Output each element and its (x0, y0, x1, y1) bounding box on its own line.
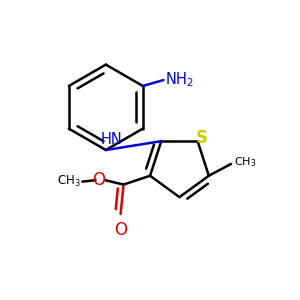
Text: HN: HN (100, 132, 122, 147)
Text: CH$_3$: CH$_3$ (57, 174, 81, 189)
Text: CH$_3$: CH$_3$ (234, 156, 256, 170)
Text: O: O (92, 171, 105, 189)
Text: S: S (196, 129, 208, 147)
Text: NH$_2$: NH$_2$ (165, 70, 194, 89)
Text: O: O (114, 221, 127, 239)
